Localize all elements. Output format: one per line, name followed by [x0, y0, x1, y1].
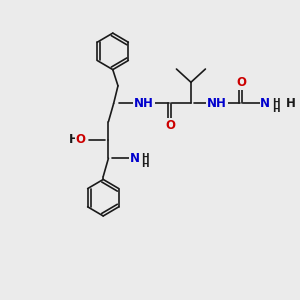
Text: H: H [272, 98, 279, 107]
Text: O: O [76, 134, 86, 146]
Text: N: N [260, 97, 270, 110]
Text: N: N [130, 152, 140, 165]
Text: H: H [272, 106, 279, 115]
Text: H: H [69, 134, 79, 146]
Text: H: H [141, 153, 148, 162]
Text: NH: NH [134, 97, 154, 110]
Text: H: H [141, 160, 148, 169]
Text: H: H [286, 97, 296, 110]
Text: O: O [166, 119, 176, 132]
Text: O: O [237, 76, 247, 89]
Text: NH: NH [207, 97, 227, 110]
